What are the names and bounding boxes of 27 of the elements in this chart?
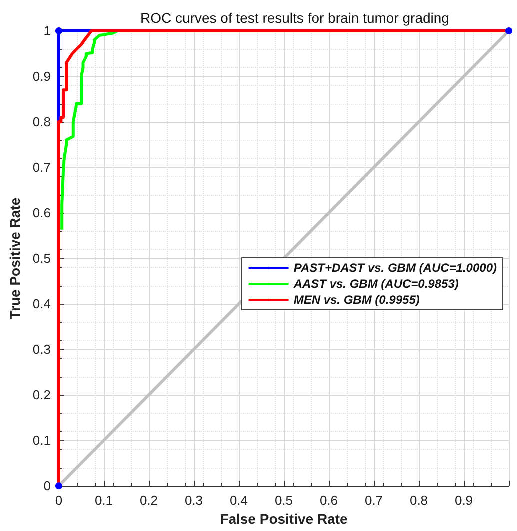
y-tick-label: 0.4 [32, 296, 51, 312]
y-tick-label: 0.6 [32, 206, 51, 221]
y-tick-label: 0.8 [32, 114, 51, 130]
x-tick-label: 0.8 [410, 493, 428, 508]
y-tick-label: 0.3 [32, 342, 51, 358]
x-tick-label: 0.2 [140, 493, 158, 508]
chart-title: ROC curves of test results for brain tumor grading [140, 10, 450, 26]
y-axis-title: True Positive Rate [7, 198, 23, 320]
x-tick-label: 0 [55, 493, 63, 508]
x-tick-label: 0.4 [230, 493, 248, 508]
x-tick-label: 0.1 [94, 493, 114, 508]
y-tick-label: 0.2 [32, 388, 51, 403]
x-axis-title: False Positive Rate [220, 511, 348, 527]
y-tick-label: 0.9 [32, 69, 51, 84]
y-tick-label: 0 [44, 478, 51, 494]
x-tick-label: 0.3 [184, 493, 204, 508]
y-tick-label: 0.1 [32, 433, 51, 448]
x-tick-label: 0.6 [320, 493, 338, 508]
x-tick-label: 0.9 [454, 493, 474, 508]
x-tick-label: 0.7 [364, 493, 384, 508]
legend-label: MEN vs. GBM (0.9955) [294, 293, 420, 307]
legend-label: AAST vs. GBM (AUC=0.9853) [292, 277, 459, 291]
y-tick-label: 0.5 [32, 251, 51, 266]
x-tick-label: 0.5 [274, 493, 294, 508]
y-tick-label: 0.7 [32, 160, 51, 176]
legend-label: PAST+DAST vs. GBM (AUC=1.0000) [294, 261, 498, 275]
y-tick-label: 1 [44, 24, 51, 38]
